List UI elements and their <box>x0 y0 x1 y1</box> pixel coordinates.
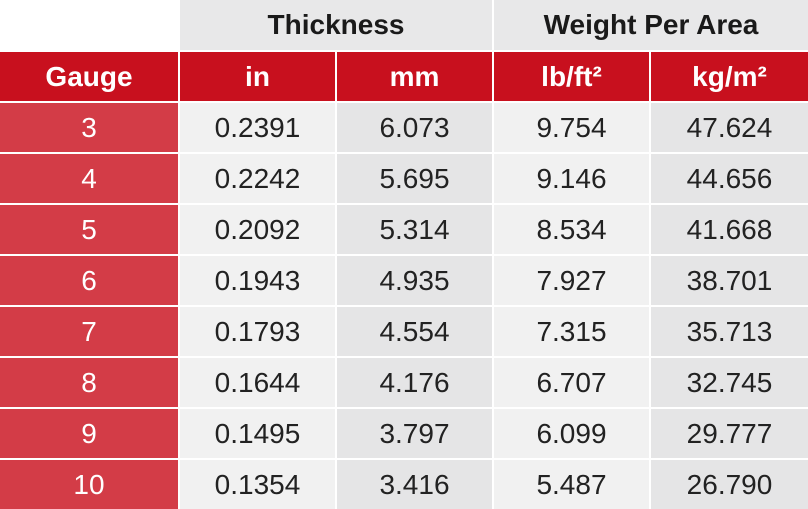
gauge-cell: 5 <box>0 205 178 254</box>
data-cell: 4.554 <box>337 307 492 356</box>
data-cell: 0.2391 <box>180 103 335 152</box>
data-cell: 4.176 <box>337 358 492 407</box>
data-cell: 26.790 <box>651 460 808 509</box>
column-header: lb/ft² <box>494 52 649 101</box>
data-cell: 29.777 <box>651 409 808 458</box>
data-cell: 6.099 <box>494 409 649 458</box>
column-header: mm <box>337 52 492 101</box>
gauge-cell: 9 <box>0 409 178 458</box>
corner <box>0 0 178 50</box>
data-cell: 6.707 <box>494 358 649 407</box>
group-header: Thickness <box>180 0 492 50</box>
data-cell: 0.1644 <box>180 358 335 407</box>
data-cell: 0.1943 <box>180 256 335 305</box>
data-cell: 44.656 <box>651 154 808 203</box>
group-header: Weight Per Area <box>494 0 808 50</box>
data-cell: 9.754 <box>494 103 649 152</box>
data-cell: 0.1793 <box>180 307 335 356</box>
data-cell: 7.927 <box>494 256 649 305</box>
data-cell: 0.1495 <box>180 409 335 458</box>
column-header: Gauge <box>0 52 178 101</box>
gauge-cell: 3 <box>0 103 178 152</box>
data-cell: 0.2242 <box>180 154 335 203</box>
column-header: in <box>180 52 335 101</box>
gauge-cell: 7 <box>0 307 178 356</box>
data-cell: 7.315 <box>494 307 649 356</box>
data-cell: 0.1354 <box>180 460 335 509</box>
data-cell: 3.797 <box>337 409 492 458</box>
data-cell: 5.487 <box>494 460 649 509</box>
data-cell: 32.745 <box>651 358 808 407</box>
gauge-cell: 6 <box>0 256 178 305</box>
data-cell: 8.534 <box>494 205 649 254</box>
data-cell: 6.073 <box>337 103 492 152</box>
gauge-cell: 8 <box>0 358 178 407</box>
data-cell: 35.713 <box>651 307 808 356</box>
data-cell: 5.314 <box>337 205 492 254</box>
column-header: kg/m² <box>651 52 808 101</box>
data-cell: 0.2092 <box>180 205 335 254</box>
gauge-cell: 4 <box>0 154 178 203</box>
data-cell: 38.701 <box>651 256 808 305</box>
data-cell: 5.695 <box>337 154 492 203</box>
data-cell: 9.146 <box>494 154 649 203</box>
data-cell: 3.416 <box>337 460 492 509</box>
data-cell: 41.668 <box>651 205 808 254</box>
data-cell: 47.624 <box>651 103 808 152</box>
data-cell: 4.935 <box>337 256 492 305</box>
gauge-cell: 10 <box>0 460 178 509</box>
